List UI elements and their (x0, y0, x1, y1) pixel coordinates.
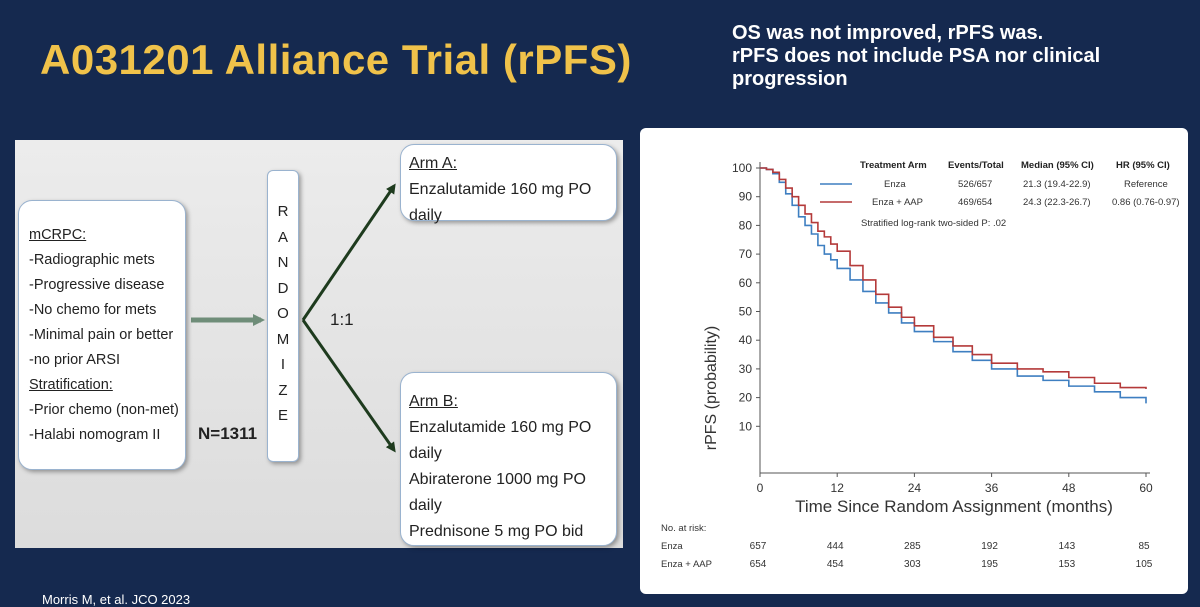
arm-b-heading: Arm B: (409, 393, 458, 410)
legend-median-enza-aap: 24.3 (22.3-26.7) (1023, 197, 1091, 208)
km-chart: 10 20 30 40 50 60 70 80 90 100 0 12 24 36 48 60 rPFS (p… (661, 160, 1180, 570)
arm-b-line: Abiraterone 1000 mg PO daily (409, 471, 586, 514)
y-tick-label: 70 (739, 247, 753, 261)
randomize-letter: A (277, 228, 288, 246)
y-tick-label: 100 (732, 161, 752, 175)
y-tick-label: 30 (739, 362, 753, 376)
at-risk-value: 153 (1058, 559, 1075, 570)
arm-a-heading: Arm A: (409, 155, 458, 172)
legend-header-median: Median (95% CI) (1021, 160, 1094, 171)
y-tick-label: 50 (739, 305, 753, 319)
at-risk-value: 192 (981, 541, 998, 552)
legend-header-arm: Treatment Arm (860, 160, 927, 171)
y-tick-label: 10 (739, 419, 753, 433)
eligibility-item: -No chemo for mets (29, 302, 157, 318)
slide-note: OS was not improved, rPFS was. rPFS does… (732, 22, 1182, 91)
trial-schema-panel: mCRPC: -Radiographic mets -Progressive d… (15, 140, 623, 548)
at-risk-value: 85 (1138, 541, 1150, 552)
randomize-letter: Z (278, 381, 288, 399)
citation: Morris M, et al. JCO 2023 (42, 592, 191, 607)
note-line: OS was not improved, rPFS was. (732, 22, 1044, 44)
legend: Treatment Arm Events/Total Median (95% C… (820, 160, 1180, 229)
at-risk-value: 454 (827, 559, 844, 570)
randomize-letter: O (277, 305, 289, 322)
at-risk-table: No. at risk: Enza Enza + AAP 657 444 285 19… (661, 523, 1153, 570)
km-chart-panel: 10 20 30 40 50 60 70 80 90 100 0 12 24 36 48 60 rPFS (p… (640, 128, 1188, 594)
eligibility-item: -Minimal pain or better (29, 327, 174, 343)
schema-arrows (191, 183, 396, 453)
legend-median-enza: 21.3 (19.4-22.9) (1023, 179, 1091, 190)
legend-hr-enza-aap: 0.86 (0.76-0.97) (1112, 197, 1180, 208)
at-risk-row-label-enza: Enza (661, 541, 683, 552)
y-axis-label: rPFS (probability) (703, 326, 720, 450)
y-tick-label: 20 (739, 391, 753, 405)
at-risk-row-label-enza-aap: Enza + AAP (661, 559, 712, 570)
at-risk-value: 195 (981, 559, 998, 570)
randomize-letter: N (277, 254, 289, 271)
at-risk-value: 654 (750, 559, 767, 570)
at-risk-value: 143 (1058, 541, 1075, 552)
y-tick-label: 80 (739, 218, 753, 232)
randomize-letter: R (277, 203, 289, 220)
arm-a-line: Enzalutamide 160 mg PO daily (409, 181, 592, 224)
arrow-to-arm-b (301, 319, 396, 453)
arm-b-line: Enzalutamide 160 mg PO daily (409, 419, 592, 462)
legend-header-hr: HR (95% CI) (1116, 160, 1170, 171)
legend-arm-enza: Enza (884, 179, 906, 190)
x-tick-label: 36 (985, 481, 999, 495)
legend-pvalue: Stratified log-rank two-sided P: .02 (861, 218, 1006, 229)
legend-events-enza-aap: 469/654 (958, 197, 992, 208)
eligibility-item: -Progressive disease (29, 277, 165, 293)
stratification-item: -Halabi nomogram II (29, 427, 161, 443)
randomize-box: R A N D O M I Z E (267, 170, 299, 462)
randomize-letter: D (277, 279, 289, 297)
x-tick-label: 12 (831, 481, 845, 495)
legend-arm-enza-aap: Enza + AAP (872, 197, 923, 208)
randomize-label: R A N D O M I Z E (268, 199, 298, 429)
randomize-letter: M (276, 330, 290, 348)
mcrpc-eligibility-box: mCRPC: -Radiographic mets -Progressive d… (18, 200, 186, 470)
eligibility-item: -Radiographic mets (29, 252, 155, 268)
legend-header-events: Events/Total (948, 160, 1004, 171)
x-axis-label: Time Since Random Assignment (months) (795, 497, 1113, 516)
y-tick-label: 40 (739, 333, 753, 347)
x-tick-label: 60 (1139, 481, 1153, 495)
y-tick-label: 60 (739, 276, 753, 290)
randomize-letter: E (277, 407, 288, 424)
stratification-heading: Stratification: (29, 377, 113, 393)
y-tick-label: 90 (739, 190, 753, 204)
at-risk-value: 444 (827, 541, 844, 552)
at-risk-label: No. at risk: (661, 523, 706, 534)
legend-events-enza: 526/657 (958, 179, 992, 190)
stratification-item: -Prior chemo (non-met) (29, 402, 179, 418)
sample-size-label: N=1311 (198, 424, 258, 443)
arm-b-line: Prednisone 5 mg PO bid (409, 523, 584, 540)
at-risk-value: 303 (904, 559, 921, 570)
legend-hr-enza: Reference (1124, 179, 1168, 190)
at-risk-value: 105 (1136, 559, 1153, 570)
randomize-letter: I (280, 356, 286, 373)
arm-b-box: Arm B: Enzalutamide 160 mg PO daily Abir… (400, 372, 617, 546)
eligibility-item: -no prior ARSI (29, 352, 121, 368)
arrow-to-arm-a (301, 183, 396, 321)
at-risk-value: 285 (904, 541, 921, 552)
note-line: progression (732, 68, 848, 90)
ratio-label: 1:1 (330, 310, 354, 329)
slide-title: A031201 Alliance Trial (rPFS) (40, 36, 632, 83)
x-tick-label: 0 (757, 481, 764, 495)
km-curve-enza-aap (760, 167, 1147, 389)
at-risk-value: 657 (750, 541, 767, 552)
x-tick-label: 24 (908, 481, 922, 495)
arm-a-box: Arm A: Enzalutamide 160 mg PO daily (400, 144, 617, 224)
km-curve-enza (760, 167, 1147, 404)
note-line: rPFS does not include PSA nor clinical (732, 45, 1101, 67)
x-tick-label: 48 (1062, 481, 1076, 495)
mcrpc-heading: mCRPC: (29, 227, 87, 243)
